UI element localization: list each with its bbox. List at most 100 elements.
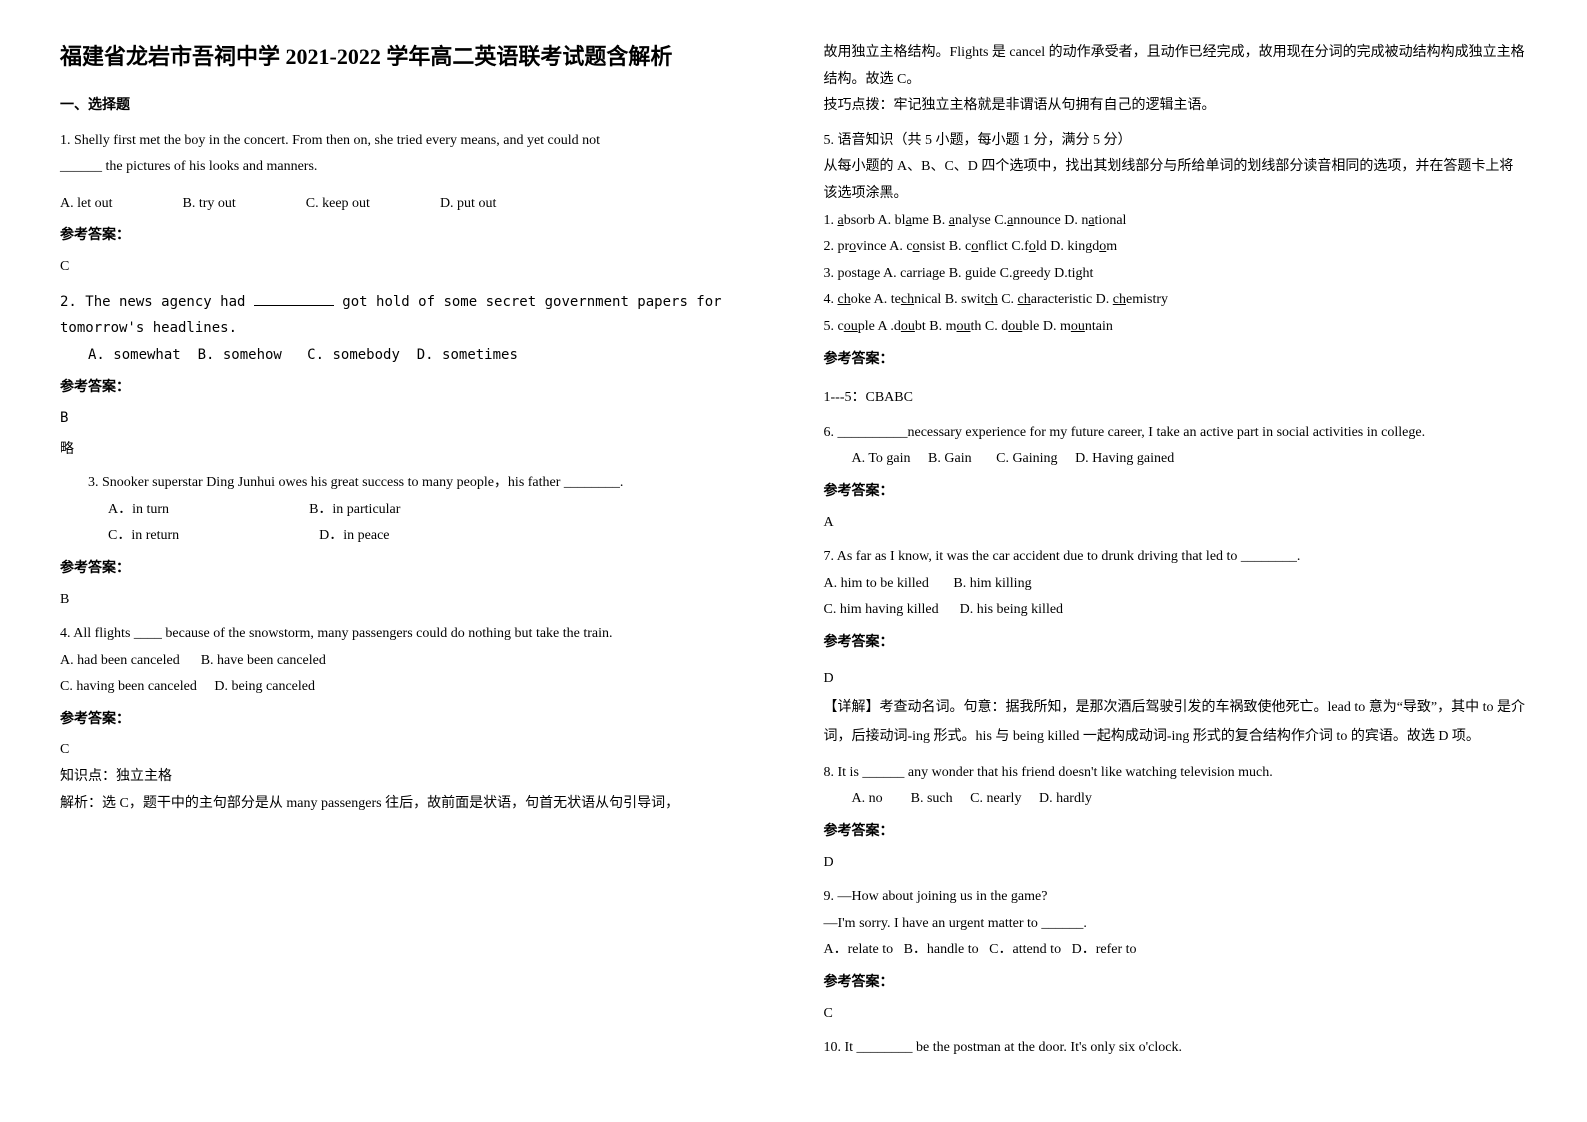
q3-opt-a: A．in turn bbox=[108, 497, 169, 524]
q3-opt-c: C．in return bbox=[108, 523, 179, 550]
q5-2a: 2. pr bbox=[824, 239, 850, 254]
doc-title: 福建省龙岩市吾祠中学 2021-2022 学年高二英语联考试题含解析 bbox=[60, 40, 764, 73]
q5-5e: ble D. m bbox=[1022, 319, 1071, 334]
q8-text: 8. It is ______ any wonder that his frie… bbox=[824, 760, 1528, 787]
question-7: 7. As far as I know, it was the car acci… bbox=[824, 544, 1528, 752]
question-8: 8. It is ______ any wonder that his frie… bbox=[824, 760, 1528, 876]
q7-ans-label: 参考答案： bbox=[824, 630, 1528, 657]
q4-ans: C bbox=[60, 737, 764, 764]
question-10: 10. It ________ be the postman at the do… bbox=[824, 1035, 1528, 1062]
q5-4b: oke A. te bbox=[851, 292, 901, 307]
q5-2d: nflict C.f bbox=[978, 239, 1029, 254]
q4-ans-label: 参考答案： bbox=[60, 707, 764, 734]
q5-instr: 从每小题的 A、B、C、D 四个选项中，找出其划线部分与所给单词的划线部分读音相… bbox=[824, 154, 1528, 207]
q5-1f: tional bbox=[1095, 213, 1127, 228]
q9-opt-a: A．relate to bbox=[824, 942, 894, 957]
q5-4a: 4. bbox=[824, 292, 838, 307]
cont-explain-1: 故用独立主格结构。Flights 是 cancel 的动作承受者，且动作已经完成… bbox=[824, 40, 1528, 93]
q7-ans: D bbox=[824, 666, 1528, 693]
q2-ans-label: 参考答案： bbox=[60, 374, 764, 401]
q4-options-row1: A. had been canceled B. have been cancel… bbox=[60, 648, 764, 675]
q6-opt-b: B. Gain bbox=[928, 451, 972, 466]
q5-4c: nical B. swit bbox=[914, 292, 984, 307]
q5-3d: uide C. bbox=[972, 266, 1012, 281]
q2-opt-c: C. somebody bbox=[307, 347, 400, 363]
q1-options: A. let out B. try out C. keep out D. put… bbox=[60, 191, 764, 218]
q9-opt-b: B．handle to bbox=[904, 942, 979, 957]
q2-t1: 2. The news agency had bbox=[60, 294, 254, 310]
q5-1a: 1. bbox=[824, 213, 838, 228]
q6-ans-label: 参考答案： bbox=[824, 479, 1528, 506]
q2-ans: B bbox=[60, 405, 764, 432]
q9-opt-d: D．refer to bbox=[1072, 942, 1137, 957]
q5-5b: ple A .d bbox=[858, 319, 901, 334]
q8-options: A. no B. such C. nearly D. hardly bbox=[852, 786, 1528, 813]
q9-opt-c: C．attend to bbox=[989, 942, 1061, 957]
q8-opt-d: D. hardly bbox=[1039, 791, 1092, 806]
q5-3c: e B. bbox=[939, 266, 965, 281]
q2-note: 略 bbox=[60, 436, 764, 463]
q7-explain: 【详解】考查动名词。句意：据我所知，是那次酒后驾驶引发的车祸致使他死亡。lead… bbox=[824, 693, 1528, 752]
q6-opt-d: D. Having gained bbox=[1075, 451, 1174, 466]
q9-ans-label: 参考答案： bbox=[824, 970, 1528, 997]
q5-3e: reedy D.ti bbox=[1020, 266, 1076, 281]
q1-line2: ______ the pictures of his looks and man… bbox=[60, 154, 764, 181]
q3-opt-d: D．in peace bbox=[319, 523, 389, 550]
q5-3a: 3. posta bbox=[824, 266, 868, 281]
q5-3b: e A. carria bbox=[874, 266, 932, 281]
question-1: 1. Shelly first met the boy in the conce… bbox=[60, 128, 764, 281]
q5-line1: 1. absorb A. blame B. analyse C.announce… bbox=[824, 208, 1528, 235]
q2-opt-d: D. sometimes bbox=[417, 347, 518, 363]
q5-2e: ld D. kingd bbox=[1036, 239, 1099, 254]
q7-options-row2: C. him having killed D. his being killed bbox=[824, 597, 1528, 624]
q6-ans: A bbox=[824, 510, 1528, 537]
q9-ans: C bbox=[824, 1001, 1528, 1028]
q5-1b: bsorb A. bl bbox=[844, 213, 906, 228]
q7-options-row1: A. him to be killed B. him killing bbox=[824, 571, 1528, 598]
q5-line5: 5. couple A .doubt B. mouth C. double D.… bbox=[824, 314, 1528, 341]
q2-text: 2. The news agency had got hold of some … bbox=[60, 289, 764, 342]
q7-opt-d: D. his being killed bbox=[960, 602, 1063, 617]
q9-line2: —I'm sorry. I have an urgent matter to _… bbox=[824, 911, 1528, 938]
q2-blank bbox=[254, 291, 334, 306]
q8-opt-a: A. no bbox=[852, 791, 883, 806]
q3-options-row2: C．in return D．in peace bbox=[108, 523, 764, 550]
q8-opt-b: B. such bbox=[911, 791, 953, 806]
q7-text: 7. As far as I know, it was the car acci… bbox=[824, 544, 1528, 571]
section-heading: 一、选择题 bbox=[60, 93, 764, 120]
question-4: 4. All flights ____ because of the snows… bbox=[60, 621, 764, 817]
q4-opt-a: A. had been canceled bbox=[60, 653, 180, 668]
q5-head: 5. 语音知识（共 5 小题，每小题 1 分，满分 5 分） bbox=[824, 128, 1528, 155]
q9-options: A．relate to B．handle to C．attend to D．re… bbox=[824, 937, 1528, 964]
q6-opt-a: A. To gain bbox=[852, 451, 911, 466]
q1-opt-b: B. try out bbox=[183, 191, 236, 218]
q3-opt-b: B．in particular bbox=[309, 497, 400, 524]
q4-options-row2: C. having been canceled D. being cancele… bbox=[60, 674, 764, 701]
q4-opt-b: B. have been canceled bbox=[201, 653, 326, 668]
q4-opt-c: C. having been canceled bbox=[60, 679, 197, 694]
q2-opt-b: B. somehow bbox=[198, 347, 282, 363]
q7-opt-a: A. him to be killed bbox=[824, 576, 929, 591]
q1-opt-a: A. let out bbox=[60, 191, 113, 218]
q4-knowledge: 知识点：独立主格 bbox=[60, 764, 764, 791]
q8-ans-label: 参考答案： bbox=[824, 819, 1528, 846]
q5-1e: nnounce D. n bbox=[1013, 213, 1088, 228]
q6-text: 6. __________necessary experience for my… bbox=[824, 420, 1528, 447]
q5-4e: aracteristic D. bbox=[1031, 292, 1113, 307]
right-column: 故用独立主格结构。Flights 是 cancel 的动作承受者，且动作已经完成… bbox=[824, 40, 1528, 1082]
q10-text: 10. It ________ be the postman at the do… bbox=[824, 1035, 1528, 1062]
q2-opt-a: A. somewhat bbox=[88, 347, 181, 363]
question-5: 5. 语音知识（共 5 小题，每小题 1 分，满分 5 分） 从每小题的 A、B… bbox=[824, 128, 1528, 412]
q5-2c: nsist B. c bbox=[920, 239, 972, 254]
q3-options-row1: A．in turn B．in particular bbox=[108, 497, 764, 524]
q4-text: 4. All flights ____ because of the snows… bbox=[60, 621, 764, 648]
q3-text: 3. Snooker superstar Ding Junhui owes hi… bbox=[88, 470, 764, 497]
q6-options: A. To gain B. Gain C. Gaining D. Having … bbox=[852, 446, 1528, 473]
q5-2b: vince A. c bbox=[856, 239, 912, 254]
q5-ans: 1---5：CBABC bbox=[824, 385, 1528, 412]
q5-line2: 2. province A. consist B. conflict C.fol… bbox=[824, 234, 1528, 261]
q5-5a: 5. c bbox=[824, 319, 844, 334]
question-9: 9. —How about joining us in the game? —I… bbox=[824, 884, 1528, 1027]
q8-opt-c: C. nearly bbox=[970, 791, 1021, 806]
q7-opt-b: B. him killing bbox=[953, 576, 1031, 591]
